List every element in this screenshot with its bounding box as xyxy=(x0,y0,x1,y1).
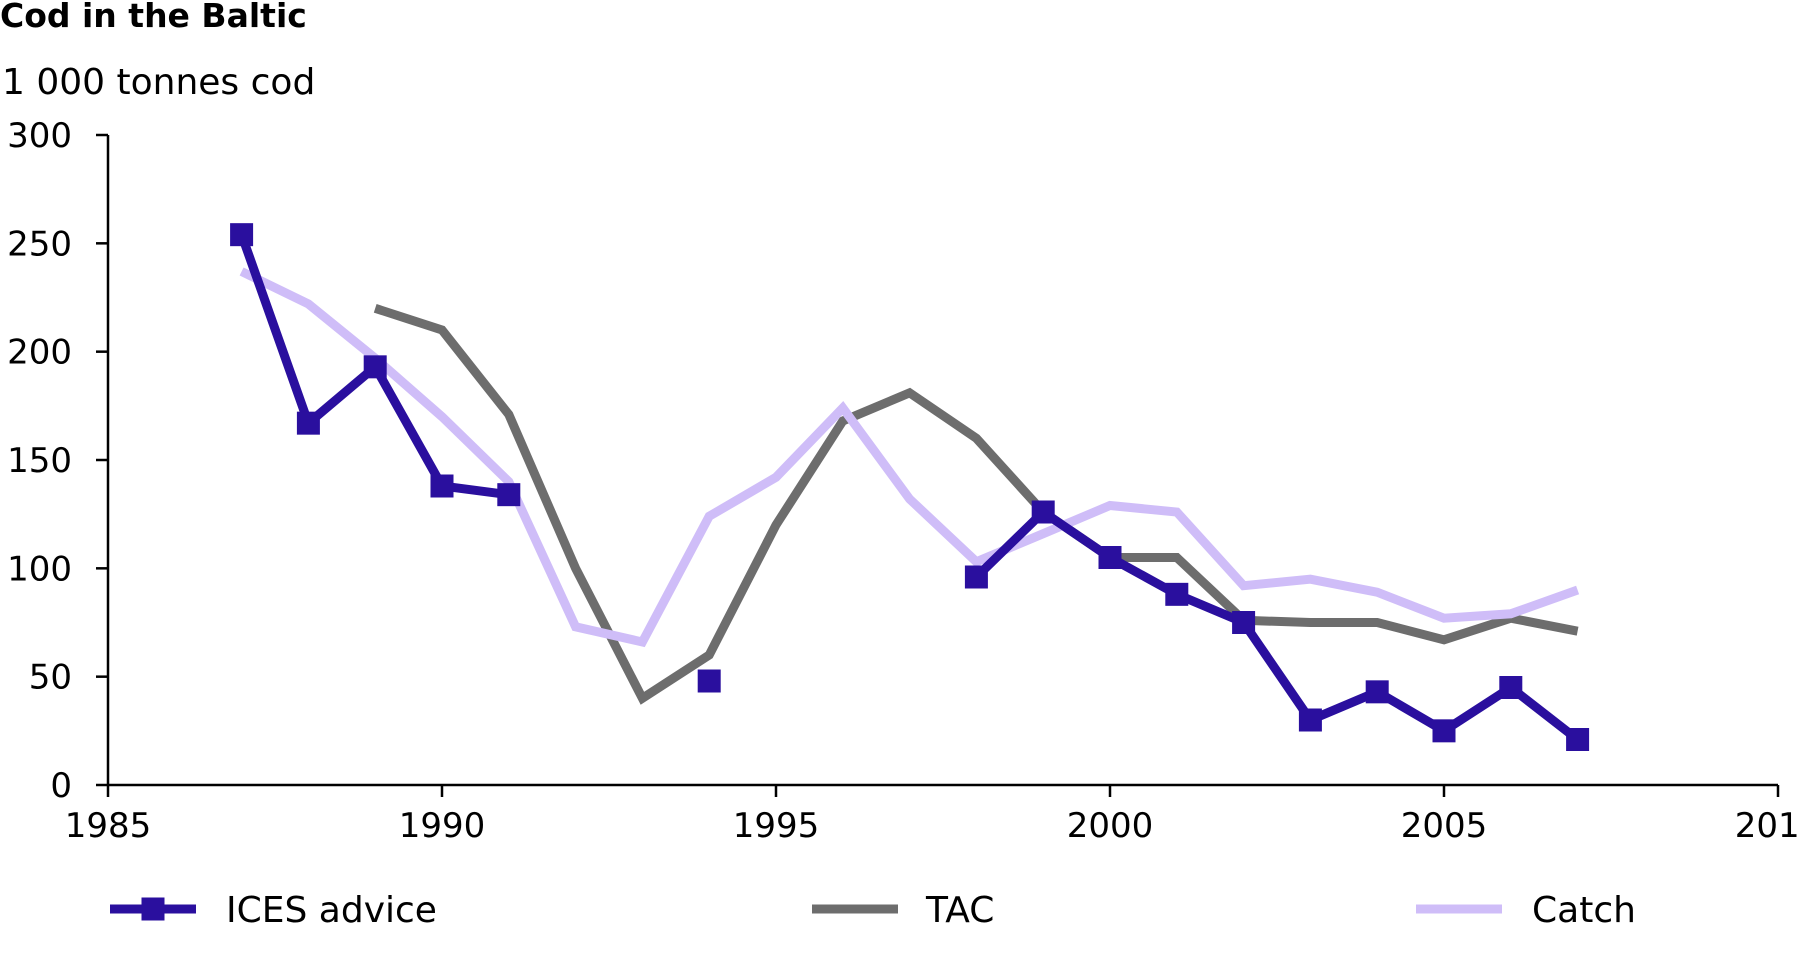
data-point-ices-advice xyxy=(1098,546,1122,569)
series-line-catch xyxy=(239,267,1580,648)
axes: 0 50 100 150 200 250 300 1985 1990 1995 2000 2005 20… xyxy=(7,116,1797,846)
data-point-ices-advice xyxy=(1298,708,1322,732)
data-point-ices-advice xyxy=(1031,500,1055,524)
y-axis-label: 1 000 tonnes cod xyxy=(2,62,316,103)
y-tick-label: 300 xyxy=(7,116,72,156)
legend-item-ices-advice: ICES advice xyxy=(110,890,437,931)
legend-marker-ices-advice xyxy=(141,897,165,921)
data-point-ices-advice xyxy=(230,223,254,247)
legend-item-catch: Catch xyxy=(1416,890,1636,931)
data-point-ices-advice xyxy=(1165,582,1189,606)
data-point-ices-advice xyxy=(1499,676,1523,699)
x-tick-label: 2005 xyxy=(1401,806,1488,846)
x-tick-label: 2000 xyxy=(1067,806,1154,846)
legend-label-catch: Catch xyxy=(1532,890,1636,931)
y-tick-label: 200 xyxy=(7,333,72,373)
x-tick-label: 1995 xyxy=(733,806,820,846)
y-tick-label: 0 xyxy=(50,766,72,806)
series-line-tac xyxy=(373,304,1579,705)
x-tick-label: 1985 xyxy=(65,806,152,846)
y-tick-label: 100 xyxy=(7,549,72,589)
data-point-ices-advice xyxy=(1365,680,1389,704)
data-point-ices-advice xyxy=(1566,728,1590,751)
data-point-ices-advice xyxy=(1432,719,1456,743)
data-point-ices-advice xyxy=(1232,611,1256,634)
series-tac xyxy=(373,304,1579,705)
series-ices-advice xyxy=(230,223,1590,751)
series-layer xyxy=(230,223,1590,751)
chart-title: Cod in the Baltic xyxy=(0,0,307,35)
data-point-ices-advice xyxy=(497,483,521,507)
legend-item-tac: TAC xyxy=(812,890,994,931)
y-tick-label: 50 xyxy=(29,658,72,698)
legend: ICES advice TAC Catch xyxy=(110,890,1636,931)
x-tick-label: 1990 xyxy=(399,806,486,846)
y-tick-label: 250 xyxy=(7,224,72,264)
x-tick-label: 2010 xyxy=(1735,806,1797,846)
series-catch xyxy=(239,267,1580,648)
series-line-ices-advice xyxy=(973,506,1581,744)
legend-label-ices-advice: ICES advice xyxy=(226,890,437,931)
data-point-ices-advice xyxy=(430,474,454,498)
legend-label-tac: TAC xyxy=(925,890,994,931)
data-point-ices-advice xyxy=(363,355,387,379)
data-point-ices-advice xyxy=(296,411,320,435)
data-point-ices-advice xyxy=(964,565,988,589)
data-point-ices-advice xyxy=(697,669,721,693)
y-tick-label: 150 xyxy=(7,441,72,481)
